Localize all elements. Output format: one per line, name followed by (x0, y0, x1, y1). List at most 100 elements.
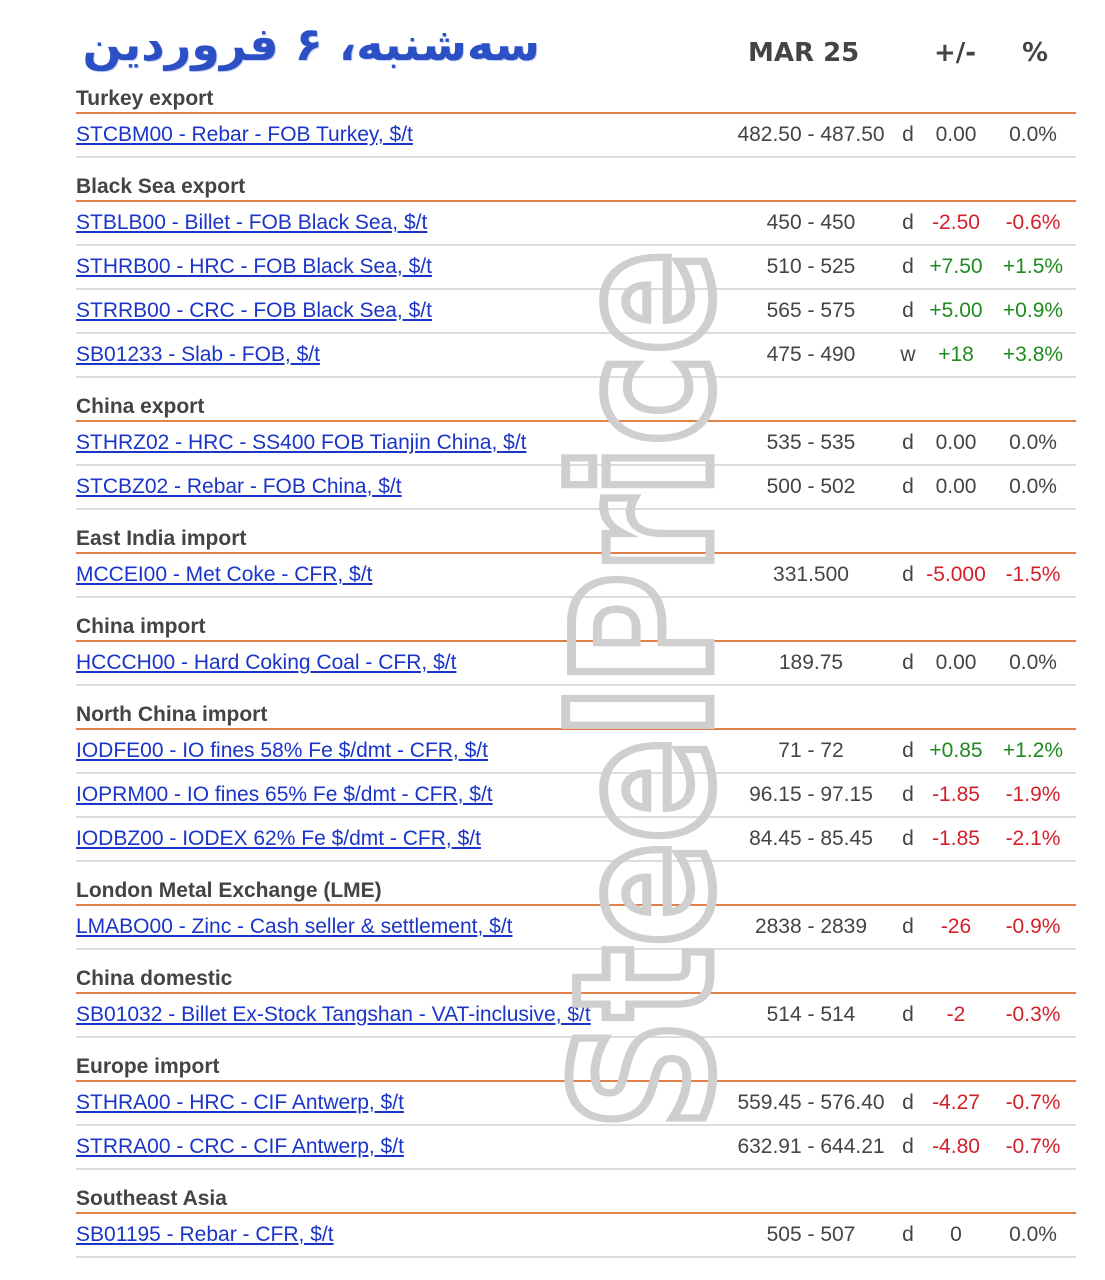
percent-change: -0.3% (1005, 1003, 1061, 1026)
price-range: 482.50 - 487.50 (737, 123, 885, 146)
price-group: Black Sea export STBLB00 - Billet - FOB B… (76, 172, 1076, 378)
price-group: North China import IODFE00 - IO fines 58%… (76, 700, 1076, 862)
price-range: 189.75 (778, 651, 844, 674)
price-group: China import HCCCH00 - Hard Coking Coal -… (76, 612, 1076, 686)
frequency-label: d (902, 431, 914, 454)
price-change: 0 (950, 1223, 962, 1246)
price-change: -26 (940, 915, 972, 938)
price-change: 0.00 (935, 475, 977, 498)
price-row: SB01195 - Rebar - CFR, $/t 505 - 507 d 0 0.0… (76, 1214, 1076, 1258)
price-row: STHRZ02 - HRC - SS400 FOB Tianjin China,… (76, 422, 1076, 466)
price-change: -1.85 (932, 783, 980, 806)
symbol-link[interactable]: STCBM00 - Rebar - FOB Turkey, $/t (76, 123, 413, 146)
frequency-label: d (902, 299, 914, 322)
price-group: Europe import STHRA00 - HRC - CIF Antwerp… (76, 1052, 1076, 1170)
price-change: -2.50 (932, 211, 980, 234)
symbol-link[interactable]: SB01233 - Slab - FOB, $/t (76, 343, 320, 366)
frequency-label: d (902, 255, 914, 278)
symbol-link[interactable]: IOPRM00 - IO fines 65% Fe $/dmt - CFR, $… (76, 783, 493, 806)
group-title: Turkey export (76, 84, 1076, 114)
price-change: +5.00 (929, 299, 983, 322)
group-title: Southeast Asia (76, 1184, 1076, 1214)
symbol-link[interactable]: STBLB00 - Billet - FOB Black Sea, $/t (76, 211, 428, 234)
price-row: STCBZ02 - Rebar - FOB China, $/t 500 - 50… (76, 466, 1076, 510)
price-row: STHRB00 - HRC - FOB Black Sea, $/t 510 - … (76, 246, 1076, 290)
price-range: 331.500 (773, 563, 849, 586)
date-column-header: MAR 25 (748, 38, 860, 68)
price-row: STRRB00 - CRC - FOB Black Sea, $/t 565 - … (76, 290, 1076, 334)
price-row: MCCEI00 - Met Coke - CFR, $/t 331.500 d -5.… (76, 554, 1076, 598)
price-range: 565 - 575 (766, 299, 856, 322)
symbol-link[interactable]: IODFE00 - IO fines 58% Fe $/dmt - CFR, $… (76, 739, 488, 762)
group-title: China export (76, 392, 1076, 422)
price-row: SB01032 - Billet Ex-Stock Tangshan - VAT… (76, 994, 1076, 1038)
price-change: -4.27 (932, 1091, 980, 1114)
symbol-link[interactable]: MCCEI00 - Met Coke - CFR, $/t (76, 563, 373, 586)
percent-change: -1.5% (1005, 563, 1061, 586)
price-range: 514 - 514 (766, 1003, 856, 1026)
frequency-label: d (902, 1135, 914, 1158)
frequency-label: d (902, 1091, 914, 1114)
percent-column-header: % (1022, 38, 1049, 68)
symbol-link[interactable]: STHRZ02 - HRC - SS400 FOB Tianjin China,… (76, 431, 527, 454)
price-range: 96.15 - 97.15 (749, 783, 873, 806)
group-title: Black Sea export (76, 172, 1076, 202)
price-row: STRRA00 - CRC - CIF Antwerp, $/t 632.91 -… (76, 1126, 1076, 1170)
group-title: East India import (76, 524, 1076, 554)
price-row: HCCCH00 - Hard Coking Coal - CFR, $/t 189… (76, 642, 1076, 686)
percent-change: 0.0% (1009, 475, 1057, 498)
price-group: Turkey export STCBM00 - Rebar - FOB Turke… (76, 84, 1076, 158)
percent-change: 0.0% (1009, 1223, 1057, 1246)
price-range: 559.45 - 576.40 (737, 1091, 885, 1114)
price-group: London Metal Exchange (LME) LMABO00 - Zin… (76, 876, 1076, 950)
symbol-link[interactable]: LMABO00 - Zinc - Cash seller & settlemen… (76, 915, 513, 938)
price-change: -2 (946, 1003, 966, 1026)
price-row: IODBZ00 - IODEX 62% Fe $/dmt - CFR, $/t 8… (76, 818, 1076, 862)
price-range: 510 - 525 (766, 255, 856, 278)
percent-change: 0.0% (1009, 651, 1057, 674)
group-title: London Metal Exchange (LME) (76, 876, 1076, 906)
symbol-link[interactable]: STHRB00 - HRC - FOB Black Sea, $/t (76, 255, 432, 278)
price-change: -5.000 (926, 563, 986, 586)
percent-change: -0.9% (1005, 915, 1061, 938)
symbol-link[interactable]: SB01032 - Billet Ex-Stock Tangshan - VAT… (76, 1003, 591, 1026)
frequency-label: w (900, 343, 916, 366)
symbol-link[interactable]: STRRA00 - CRC - CIF Antwerp, $/t (76, 1135, 404, 1158)
price-change: -4.80 (932, 1135, 980, 1158)
page-title: سه‌شنبه، ۶ فروردین (82, 17, 541, 71)
price-row: STBLB00 - Billet - FOB Black Sea, $/t 450… (76, 202, 1076, 246)
symbol-link[interactable]: STCBZ02 - Rebar - FOB China, $/t (76, 475, 402, 498)
frequency-label: d (902, 783, 914, 806)
symbol-link[interactable]: STRRB00 - CRC - FOB Black Sea, $/t (76, 299, 432, 322)
percent-change: +3.8% (1002, 343, 1064, 366)
price-group: China export STHRZ02 - HRC - SS400 FOB Ti… (76, 392, 1076, 510)
frequency-label: d (902, 1003, 914, 1026)
price-group: Southeast Asia SB01195 - Rebar - CFR, $/t… (76, 1184, 1076, 1258)
price-change: -1.85 (932, 827, 980, 850)
price-change: +18 (938, 343, 974, 366)
symbol-link[interactable]: IODBZ00 - IODEX 62% Fe $/dmt - CFR, $/t (76, 827, 481, 850)
group-title: China import (76, 612, 1076, 642)
change-column-header: +/- (934, 38, 977, 68)
frequency-label: d (902, 651, 914, 674)
price-row: LMABO00 - Zinc - Cash seller & settlemen… (76, 906, 1076, 950)
price-table: Turkey export STCBM00 - Rebar - FOB Turke… (76, 84, 1076, 1272)
frequency-label: d (902, 739, 914, 762)
price-group: East India import MCCEI00 - Met Coke - CF… (76, 524, 1076, 598)
price-range: 2838 - 2839 (754, 915, 868, 938)
group-title: China domestic (76, 964, 1076, 994)
price-row: STCBM00 - Rebar - FOB Turkey, $/t 482.50 … (76, 114, 1076, 158)
frequency-label: d (902, 563, 914, 586)
price-range: 632.91 - 644.21 (737, 1135, 885, 1158)
price-change: +0.85 (929, 739, 983, 762)
percent-change: 0.0% (1009, 431, 1057, 454)
percent-change: -0.7% (1005, 1091, 1061, 1114)
price-change: +7.50 (929, 255, 983, 278)
frequency-label: d (902, 915, 914, 938)
price-change: 0.00 (935, 123, 977, 146)
symbol-link[interactable]: HCCCH00 - Hard Coking Coal - CFR, $/t (76, 651, 457, 674)
percent-change: 0.0% (1009, 123, 1057, 146)
price-row: IOPRM00 - IO fines 65% Fe $/dmt - CFR, $… (76, 774, 1076, 818)
symbol-link[interactable]: SB01195 - Rebar - CFR, $/t (76, 1223, 334, 1246)
symbol-link[interactable]: STHRA00 - HRC - CIF Antwerp, $/t (76, 1091, 404, 1114)
